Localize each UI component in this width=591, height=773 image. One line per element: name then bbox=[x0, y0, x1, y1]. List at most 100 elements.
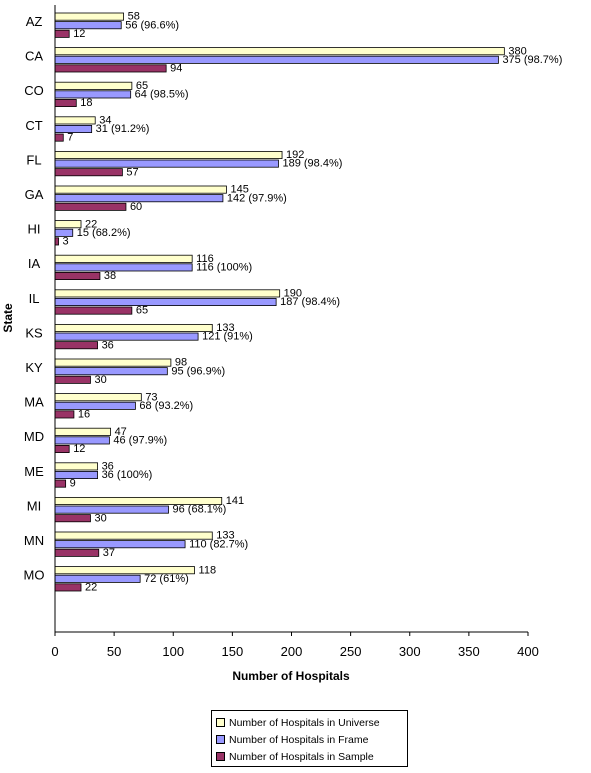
x-tick-label-50: 50 bbox=[107, 644, 121, 659]
x-tick-label-100: 100 bbox=[162, 644, 184, 659]
bar-mn-s2 bbox=[54, 540, 186, 549]
bar-fl-s3 bbox=[54, 168, 123, 177]
data-label-ma-s1: 73 bbox=[145, 391, 157, 403]
y-axis-title: State bbox=[1, 303, 15, 333]
category-label-ia: IA bbox=[28, 256, 41, 271]
x-tick-label-0: 0 bbox=[51, 644, 58, 659]
data-label-ky-s1: 98 bbox=[175, 357, 187, 369]
data-label-mn-s3: 37 bbox=[103, 547, 115, 559]
bar-ky-s3 bbox=[54, 375, 91, 384]
category-label-ks: KS bbox=[25, 325, 43, 340]
data-label-ct-s2: 31 (91.2%) bbox=[96, 123, 150, 135]
bar-ca-s3 bbox=[54, 64, 167, 73]
x-tick-label-400: 400 bbox=[517, 644, 539, 659]
data-label-fl-s1: 192 bbox=[286, 149, 304, 161]
data-label-ma-s2: 68 (93.2%) bbox=[139, 400, 193, 412]
data-label-ia-s1: 116 bbox=[196, 253, 214, 265]
x-tick-label-250: 250 bbox=[340, 644, 362, 659]
data-label-mi-s3: 30 bbox=[94, 512, 106, 524]
data-label-co-s1: 65 bbox=[136, 80, 148, 92]
data-label-co-s2: 64 (98.5%) bbox=[135, 89, 189, 101]
data-label-ca-s1: 380 bbox=[508, 45, 526, 57]
data-label-mn-s1: 133 bbox=[216, 530, 234, 542]
bar-ks-s1 bbox=[54, 323, 213, 332]
data-label-ga-s1: 145 bbox=[230, 184, 248, 196]
data-label-mi-s1: 141 bbox=[226, 495, 244, 507]
bar-co-s1 bbox=[54, 81, 133, 90]
bar-il-s3 bbox=[54, 306, 133, 315]
data-label-md-s3: 12 bbox=[73, 443, 85, 455]
x-tick-label-150: 150 bbox=[222, 644, 244, 659]
legend-label-frame: Number of Hospitals in Frame bbox=[229, 733, 369, 746]
bar-ma-s3 bbox=[54, 410, 75, 419]
data-label-md-s2: 46 (97.9%) bbox=[113, 435, 167, 447]
data-label-az-s1: 58 bbox=[128, 11, 140, 23]
category-label-ga: GA bbox=[25, 187, 44, 202]
bar-az-s2 bbox=[54, 21, 122, 30]
data-label-me-s3: 9 bbox=[70, 478, 76, 490]
data-label-ky-s3: 30 bbox=[94, 374, 106, 386]
data-label-ca-s2: 375 (98.7%) bbox=[502, 54, 562, 66]
data-label-il-s2: 187 (98.4%) bbox=[280, 296, 340, 308]
legend-item-sample: Number of Hospitals in Sample bbox=[216, 748, 403, 765]
bar-ma-s1 bbox=[54, 393, 142, 402]
bar-ca-s1 bbox=[54, 47, 505, 56]
data-label-fl-s3: 57 bbox=[126, 166, 138, 178]
bar-co-s2 bbox=[54, 90, 132, 99]
data-label-az-s2: 56 (96.6%) bbox=[125, 19, 179, 31]
bar-il-s2 bbox=[54, 297, 277, 306]
bar-mi-s2 bbox=[54, 505, 169, 514]
legend-item-universe: Number of Hospitals in Universe bbox=[216, 714, 403, 731]
category-label-me: ME bbox=[24, 464, 44, 479]
bar-ia-s3 bbox=[54, 271, 101, 280]
data-label-ct-s3: 7 bbox=[67, 132, 73, 144]
data-label-ga-s3: 60 bbox=[130, 201, 142, 213]
bar-ia-s2 bbox=[54, 263, 193, 272]
bar-me-s3 bbox=[54, 479, 67, 488]
data-label-ks-s3: 36 bbox=[102, 339, 114, 351]
bar-az-s1 bbox=[54, 12, 124, 21]
x-axis-title: Number of Hospitals bbox=[232, 669, 350, 683]
legend: Number of Hospitals in Universe Number o… bbox=[211, 710, 408, 767]
bar-ky-s1 bbox=[54, 358, 172, 367]
data-label-ma-s3: 16 bbox=[78, 409, 90, 421]
data-label-ky-s2: 95 (96.9%) bbox=[171, 365, 225, 377]
bar-ca-s2 bbox=[54, 55, 499, 64]
legend-item-frame: Number of Hospitals in Frame bbox=[216, 731, 403, 748]
category-label-az: AZ bbox=[26, 14, 43, 29]
bar-mo-s3 bbox=[54, 583, 82, 592]
bar-ks-s3 bbox=[54, 341, 98, 350]
category-label-mo: MO bbox=[24, 568, 45, 583]
bar-ga-s1 bbox=[54, 185, 227, 194]
x-tick-label-200: 200 bbox=[281, 644, 303, 659]
legend-label-universe: Number of Hospitals in Universe bbox=[229, 716, 380, 729]
category-label-ky: KY bbox=[25, 360, 43, 375]
data-label-fl-s2: 189 (98.4%) bbox=[282, 158, 342, 170]
category-label-fl: FL bbox=[26, 152, 41, 167]
bar-hi-s3 bbox=[54, 237, 59, 246]
legend-swatch-sample bbox=[216, 752, 225, 761]
bar-ct-s3 bbox=[54, 133, 64, 142]
data-label-ga-s2: 142 (97.9%) bbox=[227, 192, 287, 204]
data-label-mi-s2: 96 (68.1%) bbox=[173, 504, 227, 516]
data-label-il-s1: 190 bbox=[284, 288, 302, 300]
legend-swatch-frame bbox=[216, 735, 225, 744]
data-label-ks-s1: 133 bbox=[216, 322, 234, 334]
data-label-mn-s2: 110 (82.7%) bbox=[189, 538, 248, 550]
data-label-mo-s1: 118 bbox=[199, 564, 217, 576]
category-label-md: MD bbox=[24, 429, 44, 444]
bar-fl-s2 bbox=[54, 159, 279, 168]
category-label-ma: MA bbox=[24, 395, 44, 410]
category-label-mn: MN bbox=[24, 533, 44, 548]
bar-ga-s3 bbox=[54, 202, 127, 211]
data-label-az-s3: 12 bbox=[73, 28, 85, 40]
bar-fl-s1 bbox=[54, 150, 283, 159]
bar-il-s1 bbox=[54, 289, 281, 298]
category-label-mi: MI bbox=[27, 498, 41, 513]
data-label-il-s3: 65 bbox=[136, 305, 148, 317]
bar-md-s1 bbox=[54, 427, 111, 436]
data-label-me-s2: 36 (100%) bbox=[102, 469, 153, 481]
category-label-co: CO bbox=[24, 83, 44, 98]
data-label-ca-s3: 94 bbox=[170, 63, 182, 75]
